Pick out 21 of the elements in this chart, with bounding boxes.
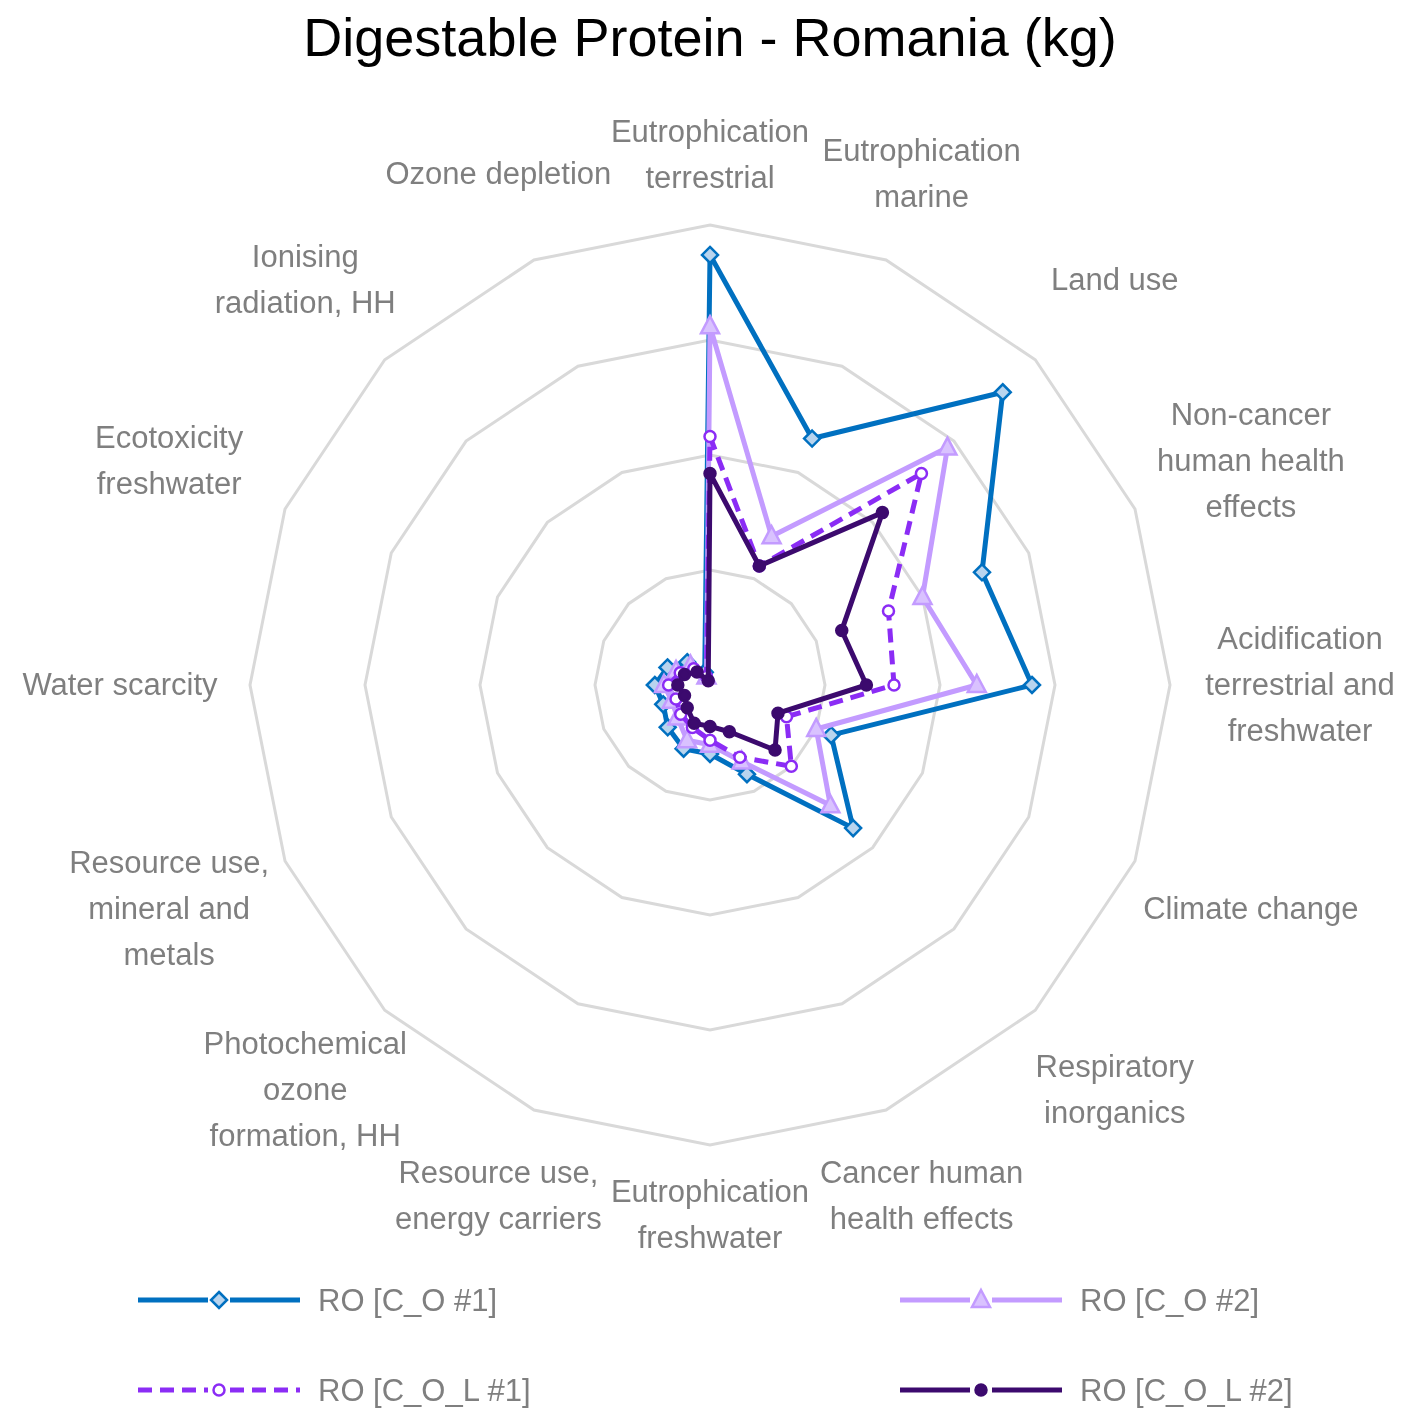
chart-title: Digestable Protein - Romania (kg) xyxy=(303,7,1117,67)
spoke-label: Ionising radiation, HH xyxy=(214,239,396,321)
legend-label: RO [C_O #2] xyxy=(1080,1283,1260,1318)
legend-label: RO [C_O_L #2] xyxy=(1080,1373,1293,1408)
spoke-label: Non-cancer human health effects xyxy=(1156,396,1345,524)
spoke-label: Eutrophication terrestrial xyxy=(610,114,810,195)
legend-label: RO [C_O #1] xyxy=(318,1283,498,1318)
spoke-label: Water scarcity xyxy=(22,667,219,702)
spoke-label: Ozone depletion xyxy=(385,156,612,192)
spoke-label: Ecotoxicity freshwater xyxy=(95,419,244,501)
spoke-label: Climate change xyxy=(1143,891,1359,927)
spoke-label: Resource use, energy carriers xyxy=(395,1154,602,1236)
legend-label: RO [C_O_L #1] xyxy=(318,1373,531,1408)
spoke-label: Land use xyxy=(1050,262,1179,298)
spoke-label: Cancer human health effects xyxy=(819,1154,1024,1236)
spoke-label: Respiratory inorganics xyxy=(1035,1048,1195,1130)
spoke-label: Acidification terrestrial and freshwater xyxy=(1205,621,1395,748)
spoke-label: Resource use, mineral and metals xyxy=(69,845,270,973)
spoke-label: Eutrophication freshwater xyxy=(610,1174,810,1255)
spoke-label: Eutrophication marine xyxy=(822,133,1021,215)
spoke-label: Photochemical ozone formation, HH xyxy=(203,1025,407,1153)
